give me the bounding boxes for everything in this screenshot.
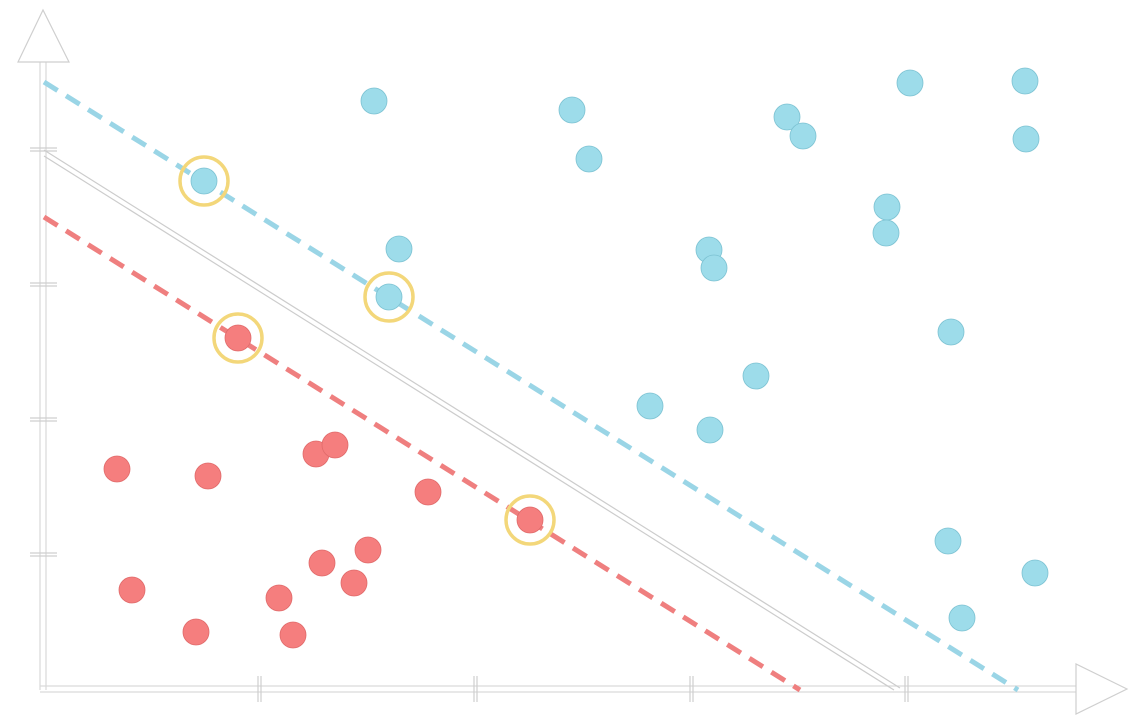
support-vector-ring [178, 155, 230, 207]
class-a-point [773, 103, 801, 131]
class-a-point [558, 96, 586, 124]
class-b-point [182, 618, 210, 646]
class-a-point [1011, 67, 1039, 95]
class-a-point [375, 283, 403, 311]
class-a-point [896, 69, 924, 97]
y-axis-arrow [17, 8, 70, 63]
support-vector-ring [363, 271, 415, 323]
margin-line-blue [42, 79, 1020, 693]
class-a-point [360, 87, 388, 115]
class-b-points [103, 324, 544, 649]
hyperplane [43, 149, 901, 691]
class-b-point [279, 621, 307, 649]
class-a-point [873, 193, 901, 221]
class-b-point [308, 549, 336, 577]
class-b-point [414, 478, 442, 506]
class-b-point [265, 584, 293, 612]
class-a-point [696, 416, 724, 444]
y-axis-ticks [30, 147, 57, 557]
x-axis-arrow [1075, 663, 1129, 715]
class-b-point [340, 569, 368, 597]
support-vector-ring [504, 494, 556, 546]
class-b-point [194, 462, 222, 490]
class-a-point [385, 235, 413, 263]
class-b-point [103, 455, 131, 483]
class-a-point [937, 318, 965, 346]
support-vector-rings [178, 155, 556, 546]
class-b-point [224, 324, 252, 352]
y-axis [39, 62, 47, 690]
class-a-points [190, 67, 1049, 632]
class-a-point [872, 219, 900, 247]
class-b-point [118, 576, 146, 604]
axes [17, 8, 1129, 715]
class-b-point [354, 536, 382, 564]
class-a-point [1021, 559, 1049, 587]
margin-line-red [42, 214, 802, 693]
class-a-point [1012, 125, 1040, 153]
class-a-point [789, 122, 817, 150]
x-axis [40, 685, 1080, 693]
class-b-point [321, 431, 349, 459]
class-a-point [934, 527, 962, 555]
class-a-point [636, 392, 664, 420]
class-a-point [700, 254, 728, 282]
class-a-point [742, 362, 770, 390]
class-a-point [948, 604, 976, 632]
class-a-point [190, 167, 218, 195]
class-a-point [575, 145, 603, 173]
support-vector-ring [212, 312, 264, 364]
class-b-point [516, 506, 544, 534]
x-axis-ticks [257, 676, 909, 702]
